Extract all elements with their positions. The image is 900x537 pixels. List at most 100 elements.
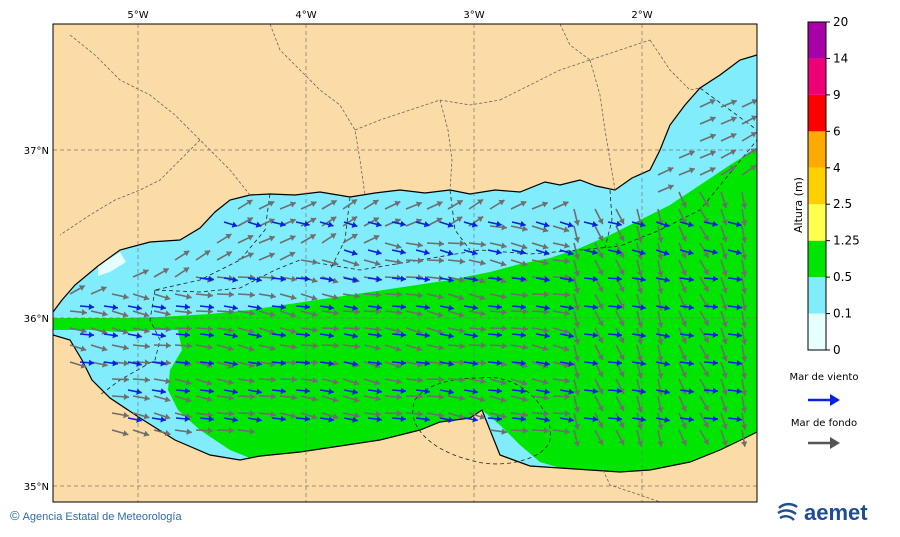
swell-arrow — [594, 242, 604, 259]
swell-arrow — [510, 395, 528, 403]
swell-arrow — [279, 394, 297, 401]
wind-sea-arrow — [655, 388, 670, 395]
swell-arrow — [594, 310, 604, 327]
swell-arrow — [720, 165, 737, 176]
swell-arrow — [678, 276, 687, 293]
wind-sea-arrow — [151, 360, 166, 367]
wind-sea-arrow — [367, 221, 382, 228]
wind-sea-arrow — [271, 359, 287, 367]
swell-arrow — [237, 234, 254, 244]
swell-arrow — [720, 429, 728, 447]
wind-sea-arrow — [127, 360, 142, 367]
swell-arrow — [321, 259, 339, 267]
swell-arrow — [426, 201, 443, 210]
swell-arrow — [594, 361, 604, 378]
swell-arrow — [132, 429, 150, 437]
wind-sea-arrow — [607, 303, 623, 311]
wind-sea-arrow — [511, 359, 527, 367]
wind-sea-arrow — [439, 221, 454, 228]
wind-sea-arrow — [175, 359, 191, 367]
swell-arrow — [699, 167, 716, 176]
swell-arrow — [615, 293, 625, 310]
swell-arrow — [405, 218, 423, 227]
swell-arrow — [153, 342, 172, 349]
wind-sea-arrow — [679, 221, 694, 228]
wind-sea-arrow — [655, 304, 670, 311]
wind-sea-arrow — [391, 359, 407, 366]
swell-arrow — [279, 327, 297, 335]
wind-sea-arrow — [487, 275, 503, 283]
swell-arrow — [342, 198, 358, 210]
swell-arrow — [132, 269, 149, 278]
wind-sea-arrow — [583, 331, 598, 339]
swell-arrow — [489, 293, 507, 300]
wind-sea-arrow — [367, 388, 382, 395]
swell-arrow — [552, 258, 570, 265]
colorbar-level-label: 0 — [833, 343, 841, 357]
swell-arrow — [342, 233, 358, 244]
colorbar-band — [808, 240, 826, 278]
wind-sea-arrow — [367, 304, 382, 311]
wind-sea-arrow — [415, 359, 430, 367]
swell-arrow — [342, 259, 360, 267]
swell-arrow — [174, 309, 192, 316]
wind-sea-arrow — [247, 360, 262, 367]
lon-tick-label: 2°W — [631, 10, 652, 21]
swell-arrow — [552, 309, 570, 317]
swell-arrow — [342, 378, 360, 386]
swell-arrow — [426, 376, 445, 383]
swell-arrow — [132, 376, 151, 384]
swell-arrow — [342, 325, 361, 332]
swell-arrow — [174, 250, 190, 261]
swell-arrow — [321, 199, 338, 210]
swell-arrow — [552, 242, 570, 249]
swell-arrow — [657, 361, 664, 379]
swell-arrow — [740, 225, 748, 243]
wind-sea-arrow — [79, 331, 95, 338]
swell-arrow — [699, 259, 710, 276]
wind-sea-arrow — [727, 275, 742, 283]
swell-arrow — [279, 343, 297, 350]
swell-arrow — [258, 292, 276, 300]
swell-arrow — [636, 327, 644, 345]
wind-sea-arrow — [391, 303, 407, 310]
wind-sea-arrow — [295, 387, 311, 395]
swell-arrow — [636, 225, 644, 243]
swell-legend-arrow — [808, 437, 840, 449]
swell-arrow — [405, 310, 423, 317]
wind-sea-arrow — [655, 221, 670, 228]
colorbar-title: Altura (m) — [792, 177, 805, 233]
wind-sea-arrow — [607, 220, 622, 228]
swell-arrow — [384, 410, 403, 417]
swell-arrow — [237, 410, 256, 417]
wind-sea-arrow — [271, 387, 287, 395]
wind-sea-arrow — [415, 387, 430, 395]
wind-sea-arrow — [199, 303, 215, 311]
swell-arrow — [300, 258, 318, 266]
swell-arrow — [195, 411, 213, 418]
swell-arrow — [363, 234, 380, 244]
wind-sea-arrow — [727, 221, 742, 228]
swell-arrow — [573, 378, 580, 396]
swell-arrow — [720, 225, 728, 243]
swell-arrow — [405, 257, 424, 264]
swell-arrow — [237, 252, 254, 261]
swell-arrow — [657, 344, 664, 362]
swell-arrow — [510, 225, 528, 232]
wind-sea-arrow — [127, 416, 142, 423]
wind-sea-arrow — [439, 276, 454, 283]
wind-sea-arrow — [583, 387, 598, 395]
swell-arrow — [69, 361, 87, 369]
swell-arrow — [321, 232, 337, 244]
swell-arrow — [699, 276, 710, 293]
swell-arrow — [699, 344, 710, 361]
wind-sea-arrow — [727, 331, 742, 339]
swell-arrow — [447, 258, 465, 265]
swell-arrow — [573, 208, 580, 226]
wind-sea-arrow — [295, 331, 311, 339]
swell-arrow — [489, 378, 507, 386]
wind-sea-arrow — [535, 304, 550, 311]
swell-arrow — [363, 344, 381, 351]
swell-arrow — [531, 427, 550, 434]
